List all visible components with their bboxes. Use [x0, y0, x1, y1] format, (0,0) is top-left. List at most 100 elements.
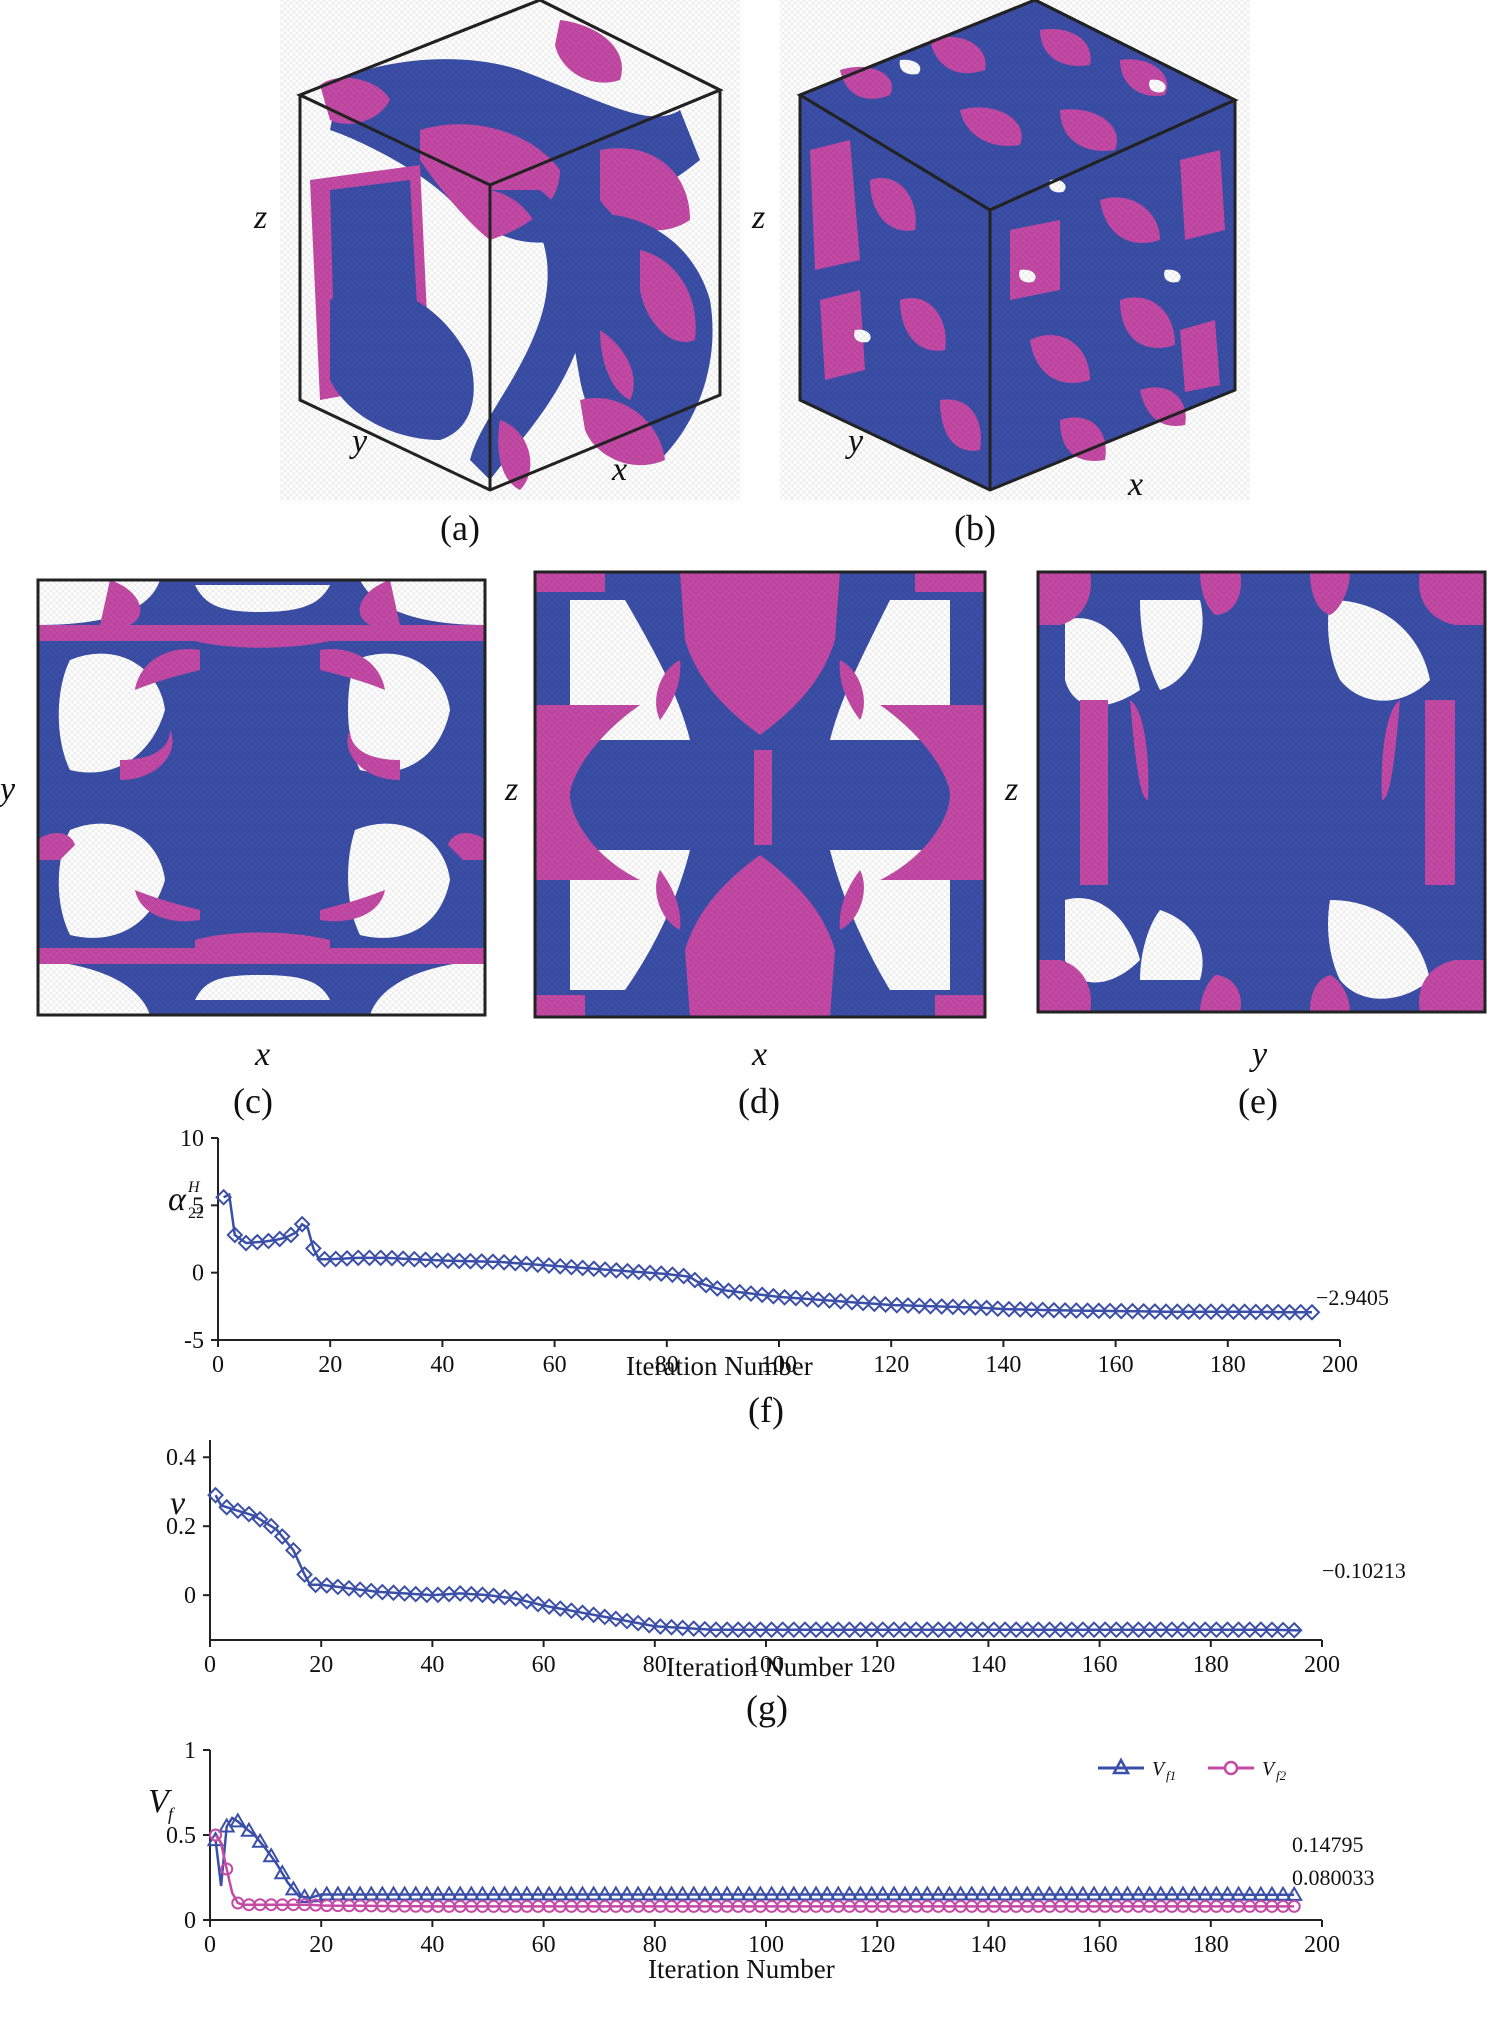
- chart-g-series-0-point: [1252, 1621, 1270, 1639]
- chart-g-series-0-point: [1085, 1621, 1103, 1639]
- chart-f-series-0-point: [922, 1297, 939, 1315]
- chart-h-series-0-point: [1218, 1885, 1237, 1901]
- x-tick-label: 100: [748, 1652, 784, 1678]
- chart-h-series-0-point: [762, 1885, 781, 1901]
- chart-f-series-0-point: [574, 1259, 592, 1277]
- chart-g-series-0-point: [1030, 1621, 1047, 1639]
- x-tick-label: 160: [1082, 1652, 1118, 1678]
- x-tick-label: 140: [970, 1652, 1006, 1678]
- chart-f-series-0-point: [1112, 1302, 1130, 1320]
- chart-f-series-0-point: [1236, 1303, 1254, 1321]
- chart-g-series-0-point: [540, 1598, 558, 1615]
- chart-h-series-0-point: [640, 1885, 658, 1901]
- chart-h-series-0-point: [395, 1885, 414, 1901]
- chart-h-series-1-point: [220, 1862, 234, 1876]
- chart-h-ylabel-sub: f: [168, 1804, 176, 1824]
- chart-h-series-0-point: [618, 1885, 636, 1901]
- panel-d-caption: (d): [738, 1081, 780, 1121]
- chart-f-series-0-point: [349, 1249, 367, 1267]
- chart-h-series-0-point: [373, 1885, 392, 1901]
- chart-g-series-0-point: [707, 1621, 725, 1639]
- chart-h-series-0-point: [295, 1888, 314, 1904]
- chart-f-series-0-point: [832, 1292, 850, 1310]
- x-tick-label: 20: [309, 1652, 333, 1678]
- chart-f-series-0-point: [843, 1293, 861, 1311]
- x-tick-label: 40: [420, 1652, 444, 1678]
- x-tick-label: 80: [643, 1652, 667, 1678]
- chart-f-series-0-point: [417, 1251, 434, 1269]
- chart-h-series-0-point: [885, 1885, 903, 1901]
- panel-b-caption: (b): [954, 508, 996, 548]
- chart-g-series-0-point: [852, 1621, 869, 1639]
- chart-h-series-0-point: [940, 1885, 959, 1901]
- chart-h-series-0-point: [1174, 1885, 1192, 1901]
- chart-h-series-0-point: [773, 1885, 792, 1901]
- chart-h-series-0-point: [429, 1885, 447, 1901]
- chart-f-xlabel: Iteration Number: [626, 1351, 813, 1381]
- y-tick-label: 0: [192, 1261, 204, 1287]
- chart-g-series-0-point: [918, 1621, 936, 1639]
- chart-h-series-0-point: [229, 1812, 247, 1828]
- chart-f-series-0-point: [1034, 1301, 1052, 1319]
- chart-f-series-0-point: [675, 1267, 693, 1285]
- x-tick-label: 60: [532, 1932, 556, 1958]
- chart-f-series-0-point: [1303, 1303, 1321, 1321]
- chart-h-series: [206, 1812, 1303, 1913]
- chart-f-series-0-point: [495, 1253, 513, 1271]
- chart-g-series-0-point: [496, 1588, 514, 1606]
- y-tick-label: 0: [184, 1583, 196, 1609]
- chart-f-series-0-point: [473, 1253, 491, 1270]
- legend-marker-circle: [1223, 1760, 1239, 1776]
- chart-f-series-0-point: [1135, 1302, 1153, 1320]
- chart-f: 0 20 40 60 80 100 120 140 160 180 200 -5 0 5 10 α H 22…: [168, 1126, 1389, 1430]
- x-tick-label: 0: [204, 1652, 216, 1678]
- chart-h-series-1-point: [209, 1828, 223, 1842]
- y-tick-label: 0: [184, 1908, 196, 1934]
- chart-h-series-0-point: [240, 1821, 258, 1837]
- panel-e-caption: (e): [1238, 1081, 1278, 1121]
- chart-g-series-0-point: [618, 1612, 636, 1630]
- chart-h-series-0-point: [540, 1885, 558, 1901]
- chart-f-series-0-point: [1067, 1302, 1085, 1319]
- chart-g-series-0-point: [1219, 1621, 1236, 1639]
- x-tick-label: 120: [873, 1352, 909, 1378]
- chart-h-series-0-point: [996, 1885, 1014, 1901]
- panel-c-xlabel: x: [254, 1036, 270, 1073]
- chart-f-series-0-point: [1011, 1301, 1029, 1318]
- chart-g-series-0-point: [718, 1621, 736, 1639]
- chart-h-series-0-point: [696, 1885, 714, 1901]
- chart-h-series-0-point: [251, 1832, 269, 1848]
- panel-b-axis-y: y: [845, 423, 864, 460]
- x-tick-label: 80: [655, 1352, 679, 1378]
- chart-g-series-0-point: [829, 1621, 847, 1639]
- chart-h-series-0-point: [384, 1885, 403, 1901]
- chart-f-series-0-point: [439, 1252, 457, 1270]
- chart-g-series-0-point: [351, 1581, 369, 1599]
- chart-f-series-0-point: [697, 1276, 715, 1294]
- chart-h-series-0-point: [751, 1885, 770, 1901]
- x-tick-label: 140: [985, 1352, 1021, 1378]
- legend-label-vf2-sub: f2: [1276, 1768, 1287, 1783]
- chart-f-series-0-point: [978, 1299, 995, 1317]
- chart-f-series-0-point: [529, 1256, 547, 1274]
- chart-g-series-0-point: [418, 1586, 436, 1604]
- chart-f-series-0-point: [910, 1297, 928, 1315]
- chart-g-series-0-point: [218, 1498, 236, 1516]
- chart-g-series-0-point: [362, 1582, 380, 1600]
- chart-h-series-0-point: [684, 1885, 703, 1901]
- chart-g-series-0-point: [1185, 1621, 1203, 1639]
- panel-b-axis-x: x: [1127, 466, 1143, 503]
- chart-h-series-0-point: [1207, 1885, 1226, 1901]
- chart-f-series-0-point: [1191, 1303, 1209, 1321]
- chart-h-series-0-point: [796, 1885, 814, 1901]
- chart-h-series-0-point: [1263, 1885, 1281, 1901]
- chart-h-series-0-point: [851, 1885, 870, 1901]
- chart-f-series-0-point: [518, 1255, 535, 1273]
- x-tick-label: 20: [318, 1352, 342, 1378]
- x-tick-label: 200: [1304, 1652, 1340, 1678]
- x-tick-label: 160: [1082, 1932, 1118, 1958]
- chart-f-series-0-point: [551, 1257, 569, 1275]
- chart-g-series-0-point: [1152, 1621, 1170, 1639]
- chart-f-series-0-point: [1292, 1303, 1310, 1321]
- x-tick-label: 100: [748, 1932, 784, 1958]
